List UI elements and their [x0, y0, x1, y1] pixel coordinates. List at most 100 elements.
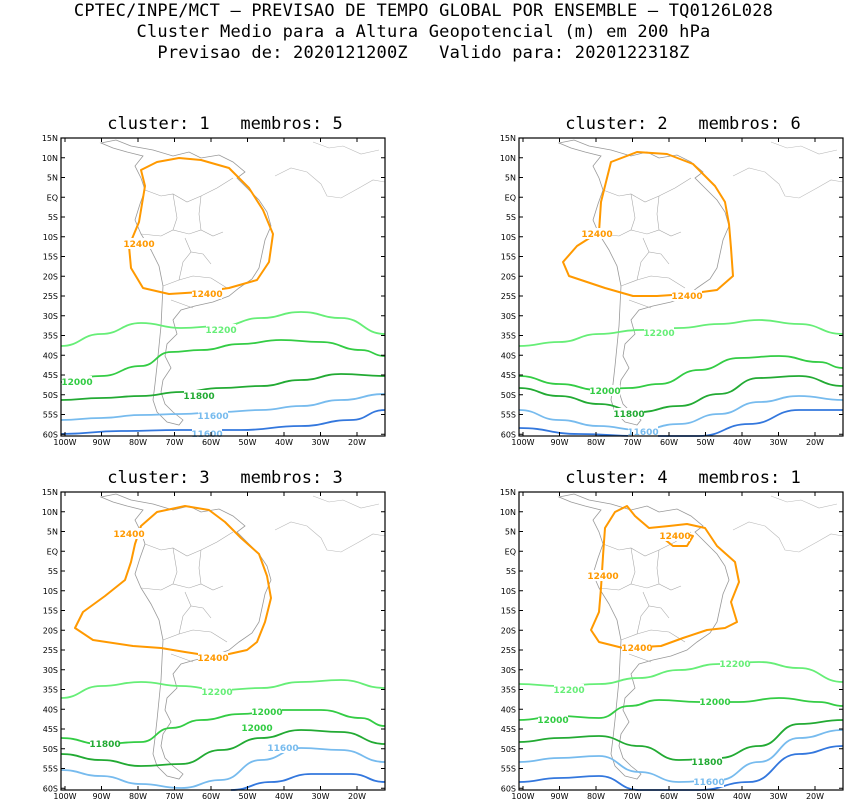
- contour-12000: [518, 355, 844, 391]
- contour-12200: [518, 319, 844, 347]
- lon-tick-label: 30W: [311, 438, 329, 447]
- lon-tick-label: 40W: [733, 792, 751, 801]
- contour-label-bg: [614, 408, 644, 419]
- contour-11400: [518, 745, 844, 791]
- lon-tick-label: 100W: [53, 438, 76, 447]
- contour-label: 12400: [671, 292, 702, 302]
- lat-tick-label: 50S: [43, 391, 58, 400]
- contour-label-bg: [538, 714, 568, 725]
- contour-label-bg: [90, 738, 120, 749]
- contour-label-bg: [268, 742, 298, 753]
- lat-tick-label: 40S: [501, 351, 516, 360]
- lon-tick-label: 90W: [550, 792, 568, 801]
- lat-tick-label: 5S: [506, 213, 516, 222]
- lat-tick-label: 5S: [506, 567, 516, 576]
- lat-tick-label: 60S: [43, 430, 58, 439]
- lat-tick-label: 20S: [43, 272, 58, 281]
- lon-tick-label: 100W: [511, 438, 534, 447]
- lat-tick-label: EQ: [505, 547, 516, 556]
- lat-tick-label: 20S: [501, 272, 516, 281]
- contour-label: 12200: [553, 686, 584, 696]
- contour-label-bg: [252, 706, 282, 717]
- contour-12400: [128, 157, 274, 295]
- lon-tick-label: 50W: [238, 438, 256, 447]
- lon-tick-label: 20W: [348, 792, 366, 801]
- lat-tick-label: 5S: [48, 213, 58, 222]
- contour-lines: [518, 505, 844, 791]
- contour-label-bg: [672, 290, 702, 301]
- lat-tick-label: 10S: [43, 587, 58, 596]
- contour-11400: [60, 409, 386, 435]
- contour-11800: [60, 729, 386, 767]
- lat-tick-label: 15S: [43, 253, 58, 262]
- contour-label: 12400: [113, 530, 144, 540]
- contour-label-bg: [62, 376, 92, 387]
- lat-tick-label: 35S: [43, 686, 58, 695]
- lat-tick-label: 55S: [501, 765, 516, 774]
- contour-11600: [518, 729, 844, 783]
- lat-tick-label: 45S: [501, 725, 516, 734]
- contour-12400: [74, 505, 272, 657]
- map-panel-cluster-1: 12400 12400 12200 12000 11800 11600 11600 15N 10…: [42, 134, 386, 447]
- lon-tick-label: 100W: [53, 792, 76, 801]
- contour-label: 12400: [621, 644, 652, 654]
- contour-11800: [60, 373, 386, 401]
- lat-tick-label: 55S: [501, 411, 516, 420]
- lat-tick-label: 25S: [43, 292, 58, 301]
- lon-tick-label: 40W: [275, 792, 293, 801]
- contour-label: 12000: [589, 387, 620, 397]
- lon-tick-label: 90W: [92, 438, 110, 447]
- lat-tick-label: 15N: [42, 134, 58, 143]
- contour-label-bg: [114, 528, 144, 539]
- lon-tick-label: 30W: [769, 438, 787, 447]
- contour-label-bg: [192, 428, 222, 439]
- contour-label-bg: [628, 426, 658, 437]
- lon-tick-label: 20W: [806, 438, 824, 447]
- contour-label-bg: [124, 238, 154, 249]
- contour-label: 12200: [201, 688, 232, 698]
- contour-label: 11600: [197, 412, 228, 422]
- contour-label: 11600: [693, 778, 724, 788]
- contour-label-bg: [202, 686, 232, 697]
- lat-tick-label: 5N: [47, 528, 58, 537]
- lon-tick-label: 80W: [587, 438, 605, 447]
- contour-label: 11600: [627, 428, 658, 438]
- land-outline: [99, 139, 386, 426]
- contour-label-bg: [198, 410, 228, 421]
- lat-tick-label: 45S: [43, 725, 58, 734]
- lat-tick-label: 35S: [501, 686, 516, 695]
- lon-tick-label: 70W: [165, 792, 183, 801]
- lat-tick-label: 10N: [500, 154, 516, 163]
- contour-label-bg: [660, 530, 690, 541]
- header-line-2: Cluster Medio para a Altura Geopotencial…: [136, 22, 711, 42]
- lon-tick-label: 80W: [129, 438, 147, 447]
- header-line-1: CPTEC/INPE/MCT – PREVISAO DE TEMPO GLOBA…: [73, 1, 774, 21]
- lon-tick-label: 30W: [769, 792, 787, 801]
- panel-1-title: cluster: 1 membros: 5: [107, 114, 343, 134]
- contour-label: 11600: [191, 430, 222, 440]
- lon-tick-label: 100W: [511, 792, 534, 801]
- lat-tick-label: 15S: [501, 607, 516, 616]
- contour-label-bg: [184, 390, 214, 401]
- lat-tick-label: EQ: [47, 547, 58, 556]
- contour-label-bg: [206, 324, 236, 335]
- map-panel-cluster-3: 12400 12400 12200 12000 12000 11800 11600 15N 10…: [42, 488, 386, 801]
- map-panel-cluster-2: 12400 12400 12200 12000 11800 11600 15N 10N 5N EQ…: [500, 134, 844, 447]
- lat-tick-label: 10S: [501, 233, 516, 242]
- land-outline: [99, 493, 386, 780]
- contour-label: 11800: [691, 758, 722, 768]
- lat-tick-label: 30S: [501, 666, 516, 675]
- land-outline: [557, 139, 844, 426]
- lat-tick-label: 60S: [501, 784, 516, 793]
- lat-tick-label: 10N: [42, 508, 58, 517]
- contour-label-bg: [644, 327, 674, 338]
- panel-3-title: cluster: 3 membros: 3: [107, 468, 343, 488]
- map-frame: [518, 491, 844, 791]
- lon-tick-label: 60W: [202, 792, 220, 801]
- lon-tick-label: 40W: [733, 438, 751, 447]
- contour-label-bg: [198, 652, 228, 663]
- lat-tick-label: 10S: [43, 233, 58, 242]
- map-panel-cluster-4: 12400 12400 12400 12200 12200 12000 12000 11800…: [500, 488, 844, 801]
- contour-label-bg: [588, 570, 618, 581]
- lon-tick-label: 70W: [623, 438, 641, 447]
